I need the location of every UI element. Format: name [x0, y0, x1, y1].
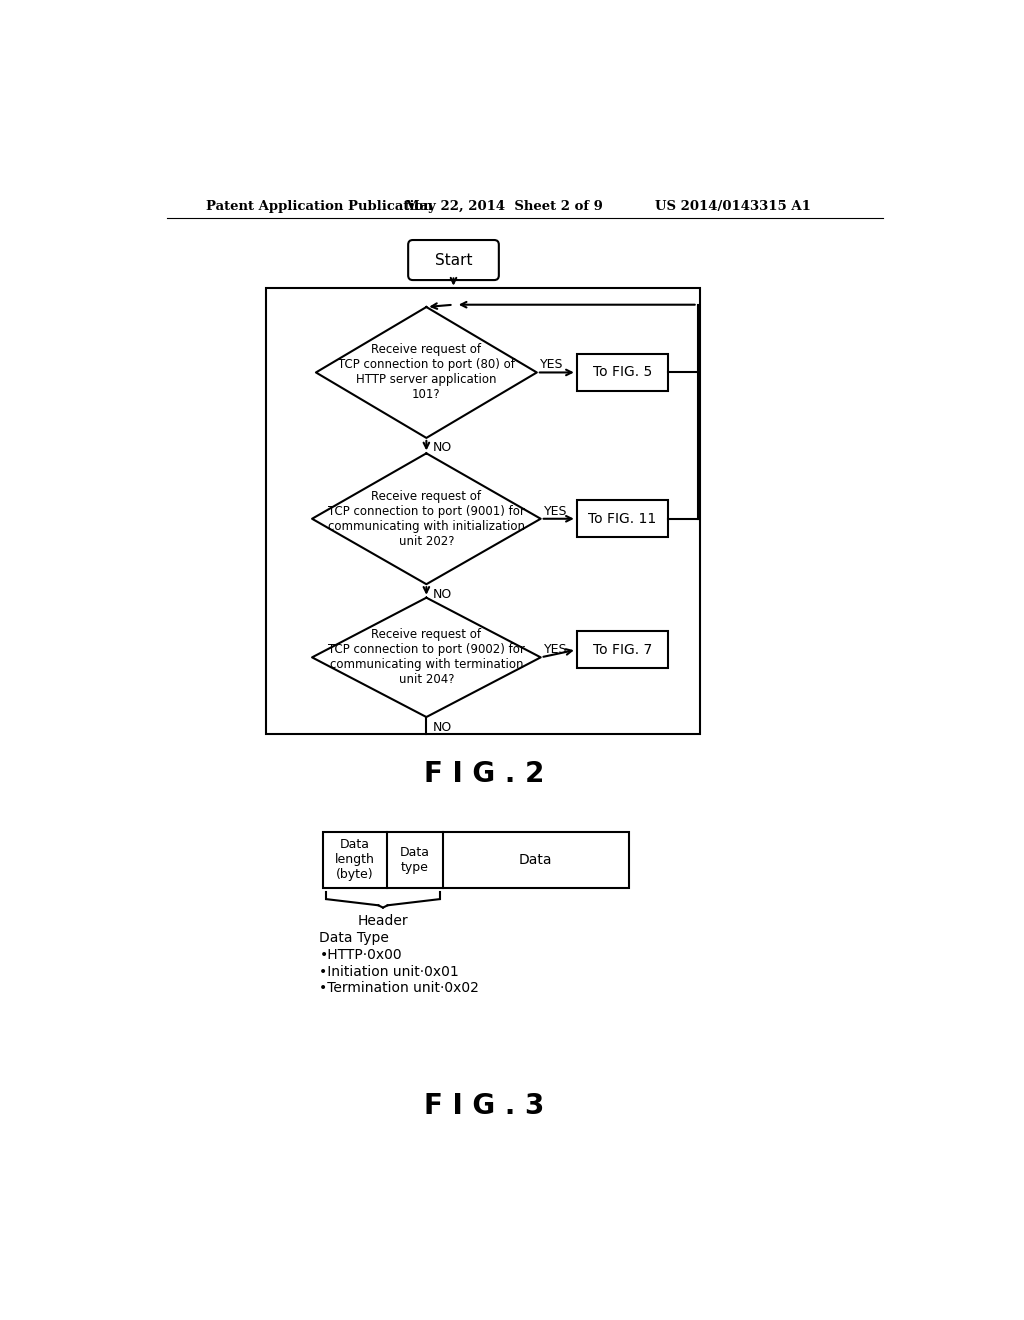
Text: •Termination unit·0x02: •Termination unit·0x02 — [319, 982, 479, 995]
Text: •HTTP·0x00: •HTTP·0x00 — [319, 948, 402, 961]
FancyBboxPatch shape — [409, 240, 499, 280]
Text: NO: NO — [432, 441, 452, 454]
Bar — [577, 500, 669, 537]
Text: Data Type: Data Type — [319, 931, 389, 945]
Text: Data
type: Data type — [399, 846, 430, 874]
Text: Receive request of
TCP connection to port (9002) for
communicating with terminat: Receive request of TCP connection to por… — [328, 628, 525, 686]
Text: YES: YES — [544, 643, 567, 656]
Text: NO: NO — [432, 721, 452, 734]
Text: NO: NO — [432, 587, 452, 601]
Bar — [324, 832, 629, 887]
Text: US 2014/0143315 A1: US 2014/0143315 A1 — [655, 199, 811, 213]
Text: Data: Data — [519, 853, 552, 867]
Text: YES: YES — [544, 504, 567, 517]
Text: Patent Application Publication: Patent Application Publication — [206, 199, 432, 213]
Text: Receive request of
TCP connection to port (80) of
HTTP server application
101?: Receive request of TCP connection to por… — [338, 343, 515, 401]
Text: To FIG. 11: To FIG. 11 — [589, 512, 656, 525]
Text: May 22, 2014  Sheet 2 of 9: May 22, 2014 Sheet 2 of 9 — [406, 199, 603, 213]
Text: Receive request of
TCP connection to port (9001) for
communicating with initiali: Receive request of TCP connection to por… — [328, 490, 525, 548]
Text: Data
length
(byte): Data length (byte) — [335, 838, 375, 882]
Bar — [577, 354, 669, 391]
Text: Start: Start — [435, 252, 472, 268]
Text: To FIG. 7: To FIG. 7 — [593, 643, 652, 656]
Bar — [266, 288, 700, 734]
Bar — [577, 631, 669, 668]
Polygon shape — [316, 308, 537, 438]
Text: YES: YES — [540, 358, 563, 371]
Text: •Initiation unit·0x01: •Initiation unit·0x01 — [319, 965, 459, 978]
Text: To FIG. 5: To FIG. 5 — [593, 366, 652, 379]
Text: F I G . 2: F I G . 2 — [424, 760, 545, 788]
Polygon shape — [312, 453, 541, 585]
Text: F I G . 3: F I G . 3 — [424, 1092, 545, 1119]
Polygon shape — [312, 598, 541, 717]
Text: Header: Header — [357, 915, 409, 928]
